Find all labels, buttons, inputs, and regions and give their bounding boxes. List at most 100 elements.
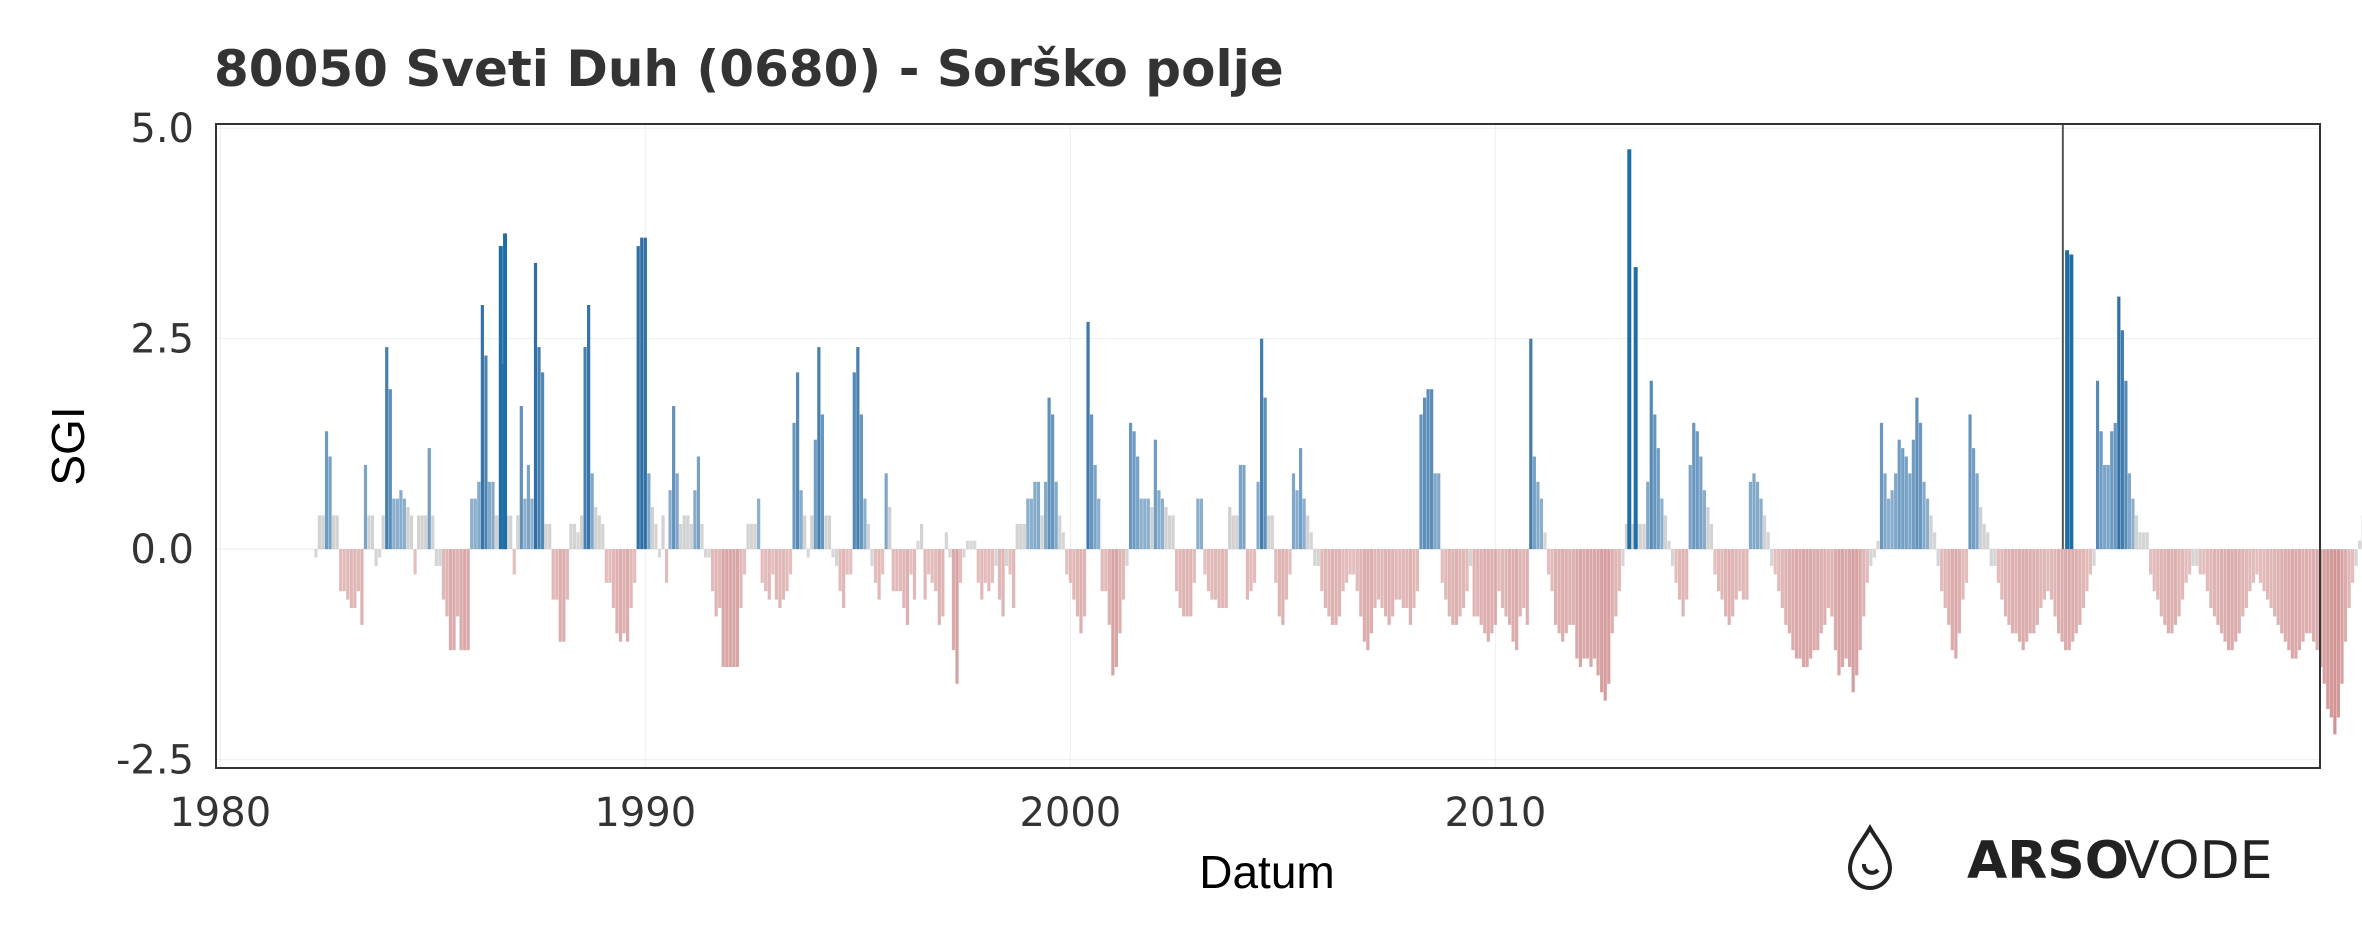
bar	[1763, 515, 1767, 550]
bar	[1469, 549, 1473, 566]
bar	[714, 549, 718, 617]
bar	[1143, 498, 1147, 550]
bar	[728, 549, 732, 667]
bar	[363, 464, 368, 550]
bar	[1479, 549, 1483, 625]
bar	[1582, 549, 1586, 659]
bar	[1592, 549, 1597, 659]
x-tick-label: 1990	[594, 790, 696, 836]
bar	[735, 549, 739, 667]
plot-frame	[215, 123, 2321, 769]
y-axis-label: SGI	[42, 406, 94, 485]
bar	[1256, 481, 1260, 550]
bar	[1461, 549, 1466, 609]
bar	[1405, 549, 1409, 609]
bar	[2280, 549, 2284, 634]
bar	[923, 549, 927, 600]
bar	[2067, 549, 2071, 651]
bar	[2180, 549, 2185, 600]
bar	[732, 549, 736, 667]
bar	[1313, 549, 1317, 566]
bar	[990, 549, 995, 583]
bar	[399, 490, 403, 550]
bar	[1199, 498, 1204, 550]
bar	[927, 549, 931, 575]
bar	[2103, 464, 2107, 550]
bar	[2297, 549, 2302, 651]
bar	[2212, 549, 2217, 617]
bar	[1855, 549, 1859, 676]
bar	[1118, 549, 1122, 634]
bar	[360, 549, 364, 625]
bar	[2039, 549, 2043, 609]
bar	[1047, 397, 1051, 550]
bar	[1964, 549, 1969, 583]
bar	[834, 549, 839, 566]
bar	[1784, 549, 1788, 625]
bar	[788, 549, 793, 575]
bar	[958, 549, 963, 583]
bar	[1090, 414, 1094, 550]
bar	[1302, 498, 1306, 550]
grid-lines	[216, 124, 2320, 768]
bar	[1543, 532, 1547, 550]
bar	[806, 549, 810, 558]
bar	[1589, 549, 1593, 667]
bar	[1182, 549, 1186, 617]
bar	[1798, 549, 1802, 659]
bar	[1213, 549, 1218, 600]
bar	[679, 523, 683, 550]
bar	[1295, 490, 1299, 550]
bar	[2092, 549, 2096, 566]
bar	[406, 507, 410, 550]
bar	[2035, 549, 2039, 625]
bar	[2265, 549, 2270, 600]
bar	[491, 481, 495, 550]
bar	[1373, 549, 1377, 609]
bar	[1670, 549, 1675, 566]
bar	[1490, 549, 1494, 634]
bar-highlight	[1627, 149, 1632, 550]
bar	[799, 490, 803, 550]
bar	[367, 515, 371, 550]
bar	[477, 481, 481, 550]
bar	[1072, 549, 1076, 600]
bar	[2308, 549, 2312, 634]
bar	[1890, 490, 1894, 550]
bar	[1249, 549, 1253, 592]
bar	[1667, 540, 1671, 550]
bar	[650, 507, 654, 550]
bar	[2081, 549, 2085, 609]
bar	[2273, 549, 2277, 617]
bar	[1086, 321, 1090, 550]
bar	[1731, 549, 1735, 617]
bar	[753, 523, 757, 550]
bar	[2276, 549, 2280, 625]
bar	[1681, 549, 1685, 617]
bar	[1366, 549, 1370, 651]
bar	[657, 549, 662, 558]
bar	[519, 406, 523, 550]
bar	[1476, 549, 1480, 617]
bar	[1759, 498, 1763, 550]
bar	[1097, 498, 1101, 550]
bar	[1699, 456, 1703, 550]
bar	[1500, 549, 1505, 609]
bar	[1550, 549, 1554, 592]
bar	[2159, 549, 2163, 617]
bar	[583, 347, 587, 550]
bar	[1483, 549, 1487, 634]
bar	[1727, 549, 1731, 625]
bar	[1288, 549, 1292, 575]
bar	[919, 523, 924, 550]
bar	[1929, 515, 1933, 550]
bar	[739, 549, 743, 609]
bar	[2113, 422, 2117, 550]
bar	[1082, 549, 1087, 617]
bar	[686, 515, 690, 550]
bar	[2354, 549, 2358, 566]
bar	[2198, 549, 2202, 575]
bar	[2287, 549, 2291, 651]
bar	[661, 515, 665, 550]
bar	[1408, 549, 1412, 625]
